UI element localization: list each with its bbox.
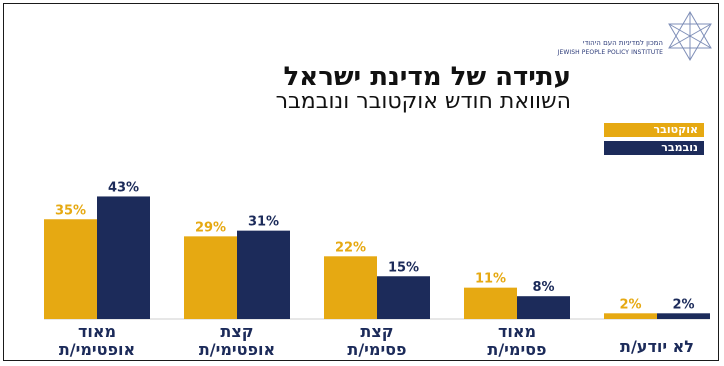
bar-november-0 [97, 196, 150, 319]
bar-october-2 [324, 256, 377, 319]
category-label-2-line-0: קצת [360, 322, 393, 341]
star-of-david-icon [668, 11, 712, 61]
category-label-1-line-1: אופטימי/ת [199, 340, 275, 359]
bar-october-1 [184, 236, 237, 319]
data-label-october-4: 2% [619, 297, 641, 312]
data-label-october-2: 22% [335, 240, 366, 255]
data-label-october-1: 29% [195, 220, 226, 235]
data-label-november-0: 43% [108, 180, 139, 195]
category-label-4-line-0: לא יודע/ת [620, 337, 694, 356]
bar-november-4 [657, 313, 710, 319]
category-label-3-line-0: מאוד [498, 322, 536, 341]
bar-november-1 [237, 230, 290, 319]
category-label-1-line-0: קצת [220, 322, 253, 341]
chart-frame [3, 3, 719, 361]
bar-november-2 [377, 276, 430, 319]
bar-october-0 [44, 219, 97, 319]
jppi-logo: המכון למדיניות העם היהודי JEWISH PEOPLE … [545, 8, 715, 64]
logo-english-text: JEWISH PEOPLE POLICY INSTITUTE [557, 49, 663, 56]
logo-hebrew-text: המכון למדיניות העם היהודי [582, 39, 663, 47]
legend-item-october: אוקטובר [604, 123, 704, 137]
data-label-november-4: 2% [672, 297, 694, 312]
chart-subtitle: השוואת חודש אוקטובר ונובמבר [275, 89, 571, 114]
category-label-0-line-0: מאוד [78, 322, 116, 341]
data-label-november-3: 8% [532, 280, 554, 295]
bar-october-4 [604, 313, 657, 319]
category-label-2-line-1: פסימי/ת [347, 340, 406, 359]
category-label-3-line-1: פסימי/ת [487, 340, 546, 359]
category-label-0-line-1: אופטימי/ת [59, 340, 135, 359]
bar-november-3 [517, 296, 570, 319]
legend-item-november: נובמבר [604, 141, 704, 155]
data-label-october-3: 11% [475, 272, 506, 287]
bar-october-3 [464, 287, 517, 319]
chart-title: עתידה של מדינת ישראל [283, 62, 571, 92]
data-label-october-0: 35% [55, 203, 86, 218]
data-label-november-1: 31% [248, 215, 279, 230]
data-label-november-2: 15% [388, 260, 419, 275]
